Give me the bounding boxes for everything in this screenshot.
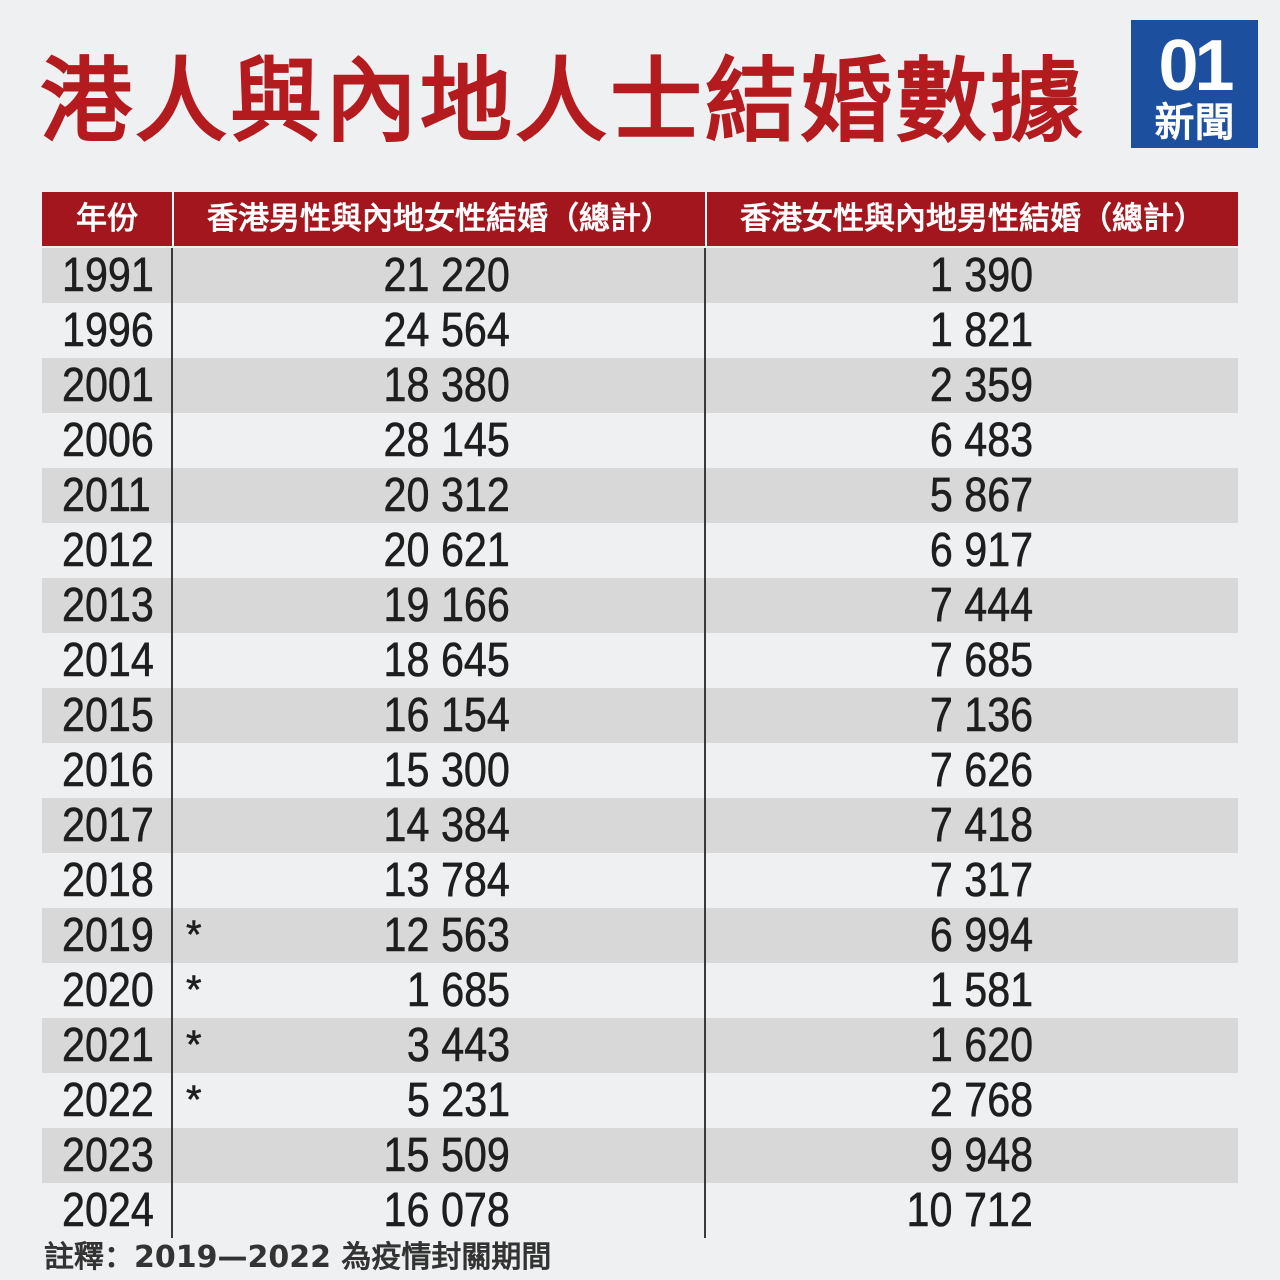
hk-male-mainland-female-cell: 16 154 [383, 689, 510, 743]
year-cell: 2012 [62, 524, 154, 578]
table-header: 年份 香港男性與內地女性結婚（總計） 香港女性與內地男性結婚（總計） [42, 192, 1238, 246]
year-cell: 1996 [62, 304, 154, 358]
year-cell: 2023 [62, 1129, 154, 1183]
table-row: 2017 14 384 7 418 [42, 798, 1238, 853]
table-row: 2013 19 166 7 444 [42, 578, 1238, 633]
year-cell: 2019 [62, 909, 154, 963]
hk-male-mainland-female-cell: 5 231 [406, 1074, 510, 1128]
table-row: 1996 24 564 1 821 [42, 303, 1238, 358]
table-row: 2006 28 145 6 483 [42, 413, 1238, 468]
lockdown-asterisk: * [186, 1023, 202, 1068]
hk-female-mainland-male-cell: 6 994 [929, 909, 1033, 963]
year-cell: 1991 [62, 249, 154, 303]
hk-male-mainland-female-cell: 20 312 [383, 469, 510, 523]
column-divider [704, 248, 706, 1238]
table-row: 2016 15 300 7 626 [42, 743, 1238, 798]
year-cell: 2024 [62, 1184, 154, 1238]
hk-male-mainland-female-cell: 18 645 [383, 634, 510, 688]
year-cell: 2014 [62, 634, 154, 688]
year-cell: 2013 [62, 579, 154, 633]
table-row: 1991 21 220 1 390 [42, 248, 1238, 303]
hk-male-mainland-female-cell: 20 621 [383, 524, 510, 578]
hk-male-mainland-female-cell: 19 166 [383, 579, 510, 633]
year-cell: 2006 [62, 414, 154, 468]
table-row: 2012 20 621 6 917 [42, 523, 1238, 578]
hk-female-mainland-male-cell: 2 359 [929, 359, 1033, 413]
year-cell: 2018 [62, 854, 154, 908]
year-cell: 2016 [62, 744, 154, 798]
hk-male-mainland-female-cell: 3 443 [406, 1019, 510, 1073]
hk-male-mainland-female-cell: 15 509 [383, 1129, 510, 1183]
logo-mark: 01 [1158, 26, 1234, 106]
hk-male-mainland-female-cell: 24 564 [383, 304, 510, 358]
hk-male-mainland-female-cell: 28 145 [383, 414, 510, 468]
hk-female-mainland-male-cell: 7 444 [929, 579, 1033, 633]
year-cell: 2001 [62, 359, 154, 413]
hk-male-mainland-female-cell: 16 078 [383, 1184, 510, 1238]
table-row: 2011 20 312 5 867 [42, 468, 1238, 523]
year-cell: 2022 [62, 1074, 154, 1128]
year-cell: 2015 [62, 689, 154, 743]
lockdown-asterisk: * [186, 968, 202, 1013]
hk-female-mainland-male-cell: 1 821 [929, 304, 1033, 358]
hk-female-mainland-male-cell: 7 317 [929, 854, 1033, 908]
hk-female-mainland-male-cell: 6 917 [929, 524, 1033, 578]
year-cell: 2021 [62, 1019, 154, 1073]
table-row: 2001 18 380 2 359 [42, 358, 1238, 413]
header-year: 年份 [76, 201, 138, 237]
hk-female-mainland-male-cell: 1 390 [929, 249, 1033, 303]
hk-female-mainland-male-cell: 7 418 [929, 799, 1033, 853]
hk-male-mainland-female-cell: 12 563 [383, 909, 510, 963]
table-row: 2014 18 645 7 685 [42, 633, 1238, 688]
year-cell: 2020 [62, 964, 154, 1018]
hk-male-mainland-female-cell: 13 784 [383, 854, 510, 908]
hk-female-mainland-male-cell: 6 483 [929, 414, 1033, 468]
table-body: 1991 21 220 1 390 1996 24 564 1 821 2001 18 380… [42, 248, 1238, 1238]
hk-female-mainland-male-cell: 2 768 [929, 1074, 1033, 1128]
table-row: 2022 * 5 231 2 768 [42, 1073, 1238, 1128]
year-cell: 2011 [62, 469, 151, 523]
lockdown-asterisk: * [186, 913, 202, 958]
table-row: 2015 16 154 7 136 [42, 688, 1238, 743]
table-row: 2024 16 078 10 712 [42, 1183, 1238, 1238]
table-row: 2020 * 1 685 1 581 [42, 963, 1238, 1018]
footnote: 註釋：2019—2022 為疫情封關期間 [44, 1240, 552, 1275]
hk-female-mainland-male-cell: 7 136 [929, 689, 1033, 743]
column-divider [171, 248, 173, 1238]
page-title: 港人與內地人士結婚數據 [40, 48, 1086, 155]
hk-male-mainland-female-cell: 14 384 [383, 799, 510, 853]
header-hk-male-mainland-female: 香港男性與內地女性結婚（總計） [172, 192, 705, 246]
header-hk-female-mainland-male: 香港女性與內地男性結婚（總計） [705, 192, 1238, 246]
table-row: 2018 13 784 7 317 [42, 853, 1238, 908]
hk-male-mainland-female-cell: 1 685 [406, 964, 510, 1018]
hk-male-mainland-female-cell: 15 300 [383, 744, 510, 798]
hk-male-mainland-female-cell: 21 220 [383, 249, 510, 303]
logo-name: 新聞 [1154, 100, 1235, 146]
year-cell: 2017 [62, 799, 154, 853]
hk-female-mainland-male-cell: 7 626 [929, 744, 1033, 798]
hk-female-mainland-male-cell: 10 712 [906, 1184, 1033, 1238]
hk-female-mainland-male-cell: 1 620 [929, 1019, 1033, 1073]
hk-female-mainland-male-cell: 1 581 [929, 964, 1033, 1018]
hk-female-mainland-male-cell: 7 685 [929, 634, 1033, 688]
hk-female-mainland-male-cell: 5 867 [929, 469, 1033, 523]
table-row: 2021 * 3 443 1 620 [42, 1018, 1238, 1073]
lockdown-asterisk: * [186, 1078, 202, 1123]
table-row: 2023 15 509 9 948 [42, 1128, 1238, 1183]
hk-female-mainland-male-cell: 9 948 [929, 1129, 1033, 1183]
hk-male-mainland-female-cell: 18 380 [383, 359, 510, 413]
table-row: 2019 * 12 563 6 994 [42, 908, 1238, 963]
news-logo: 01 新聞 [1131, 20, 1258, 148]
